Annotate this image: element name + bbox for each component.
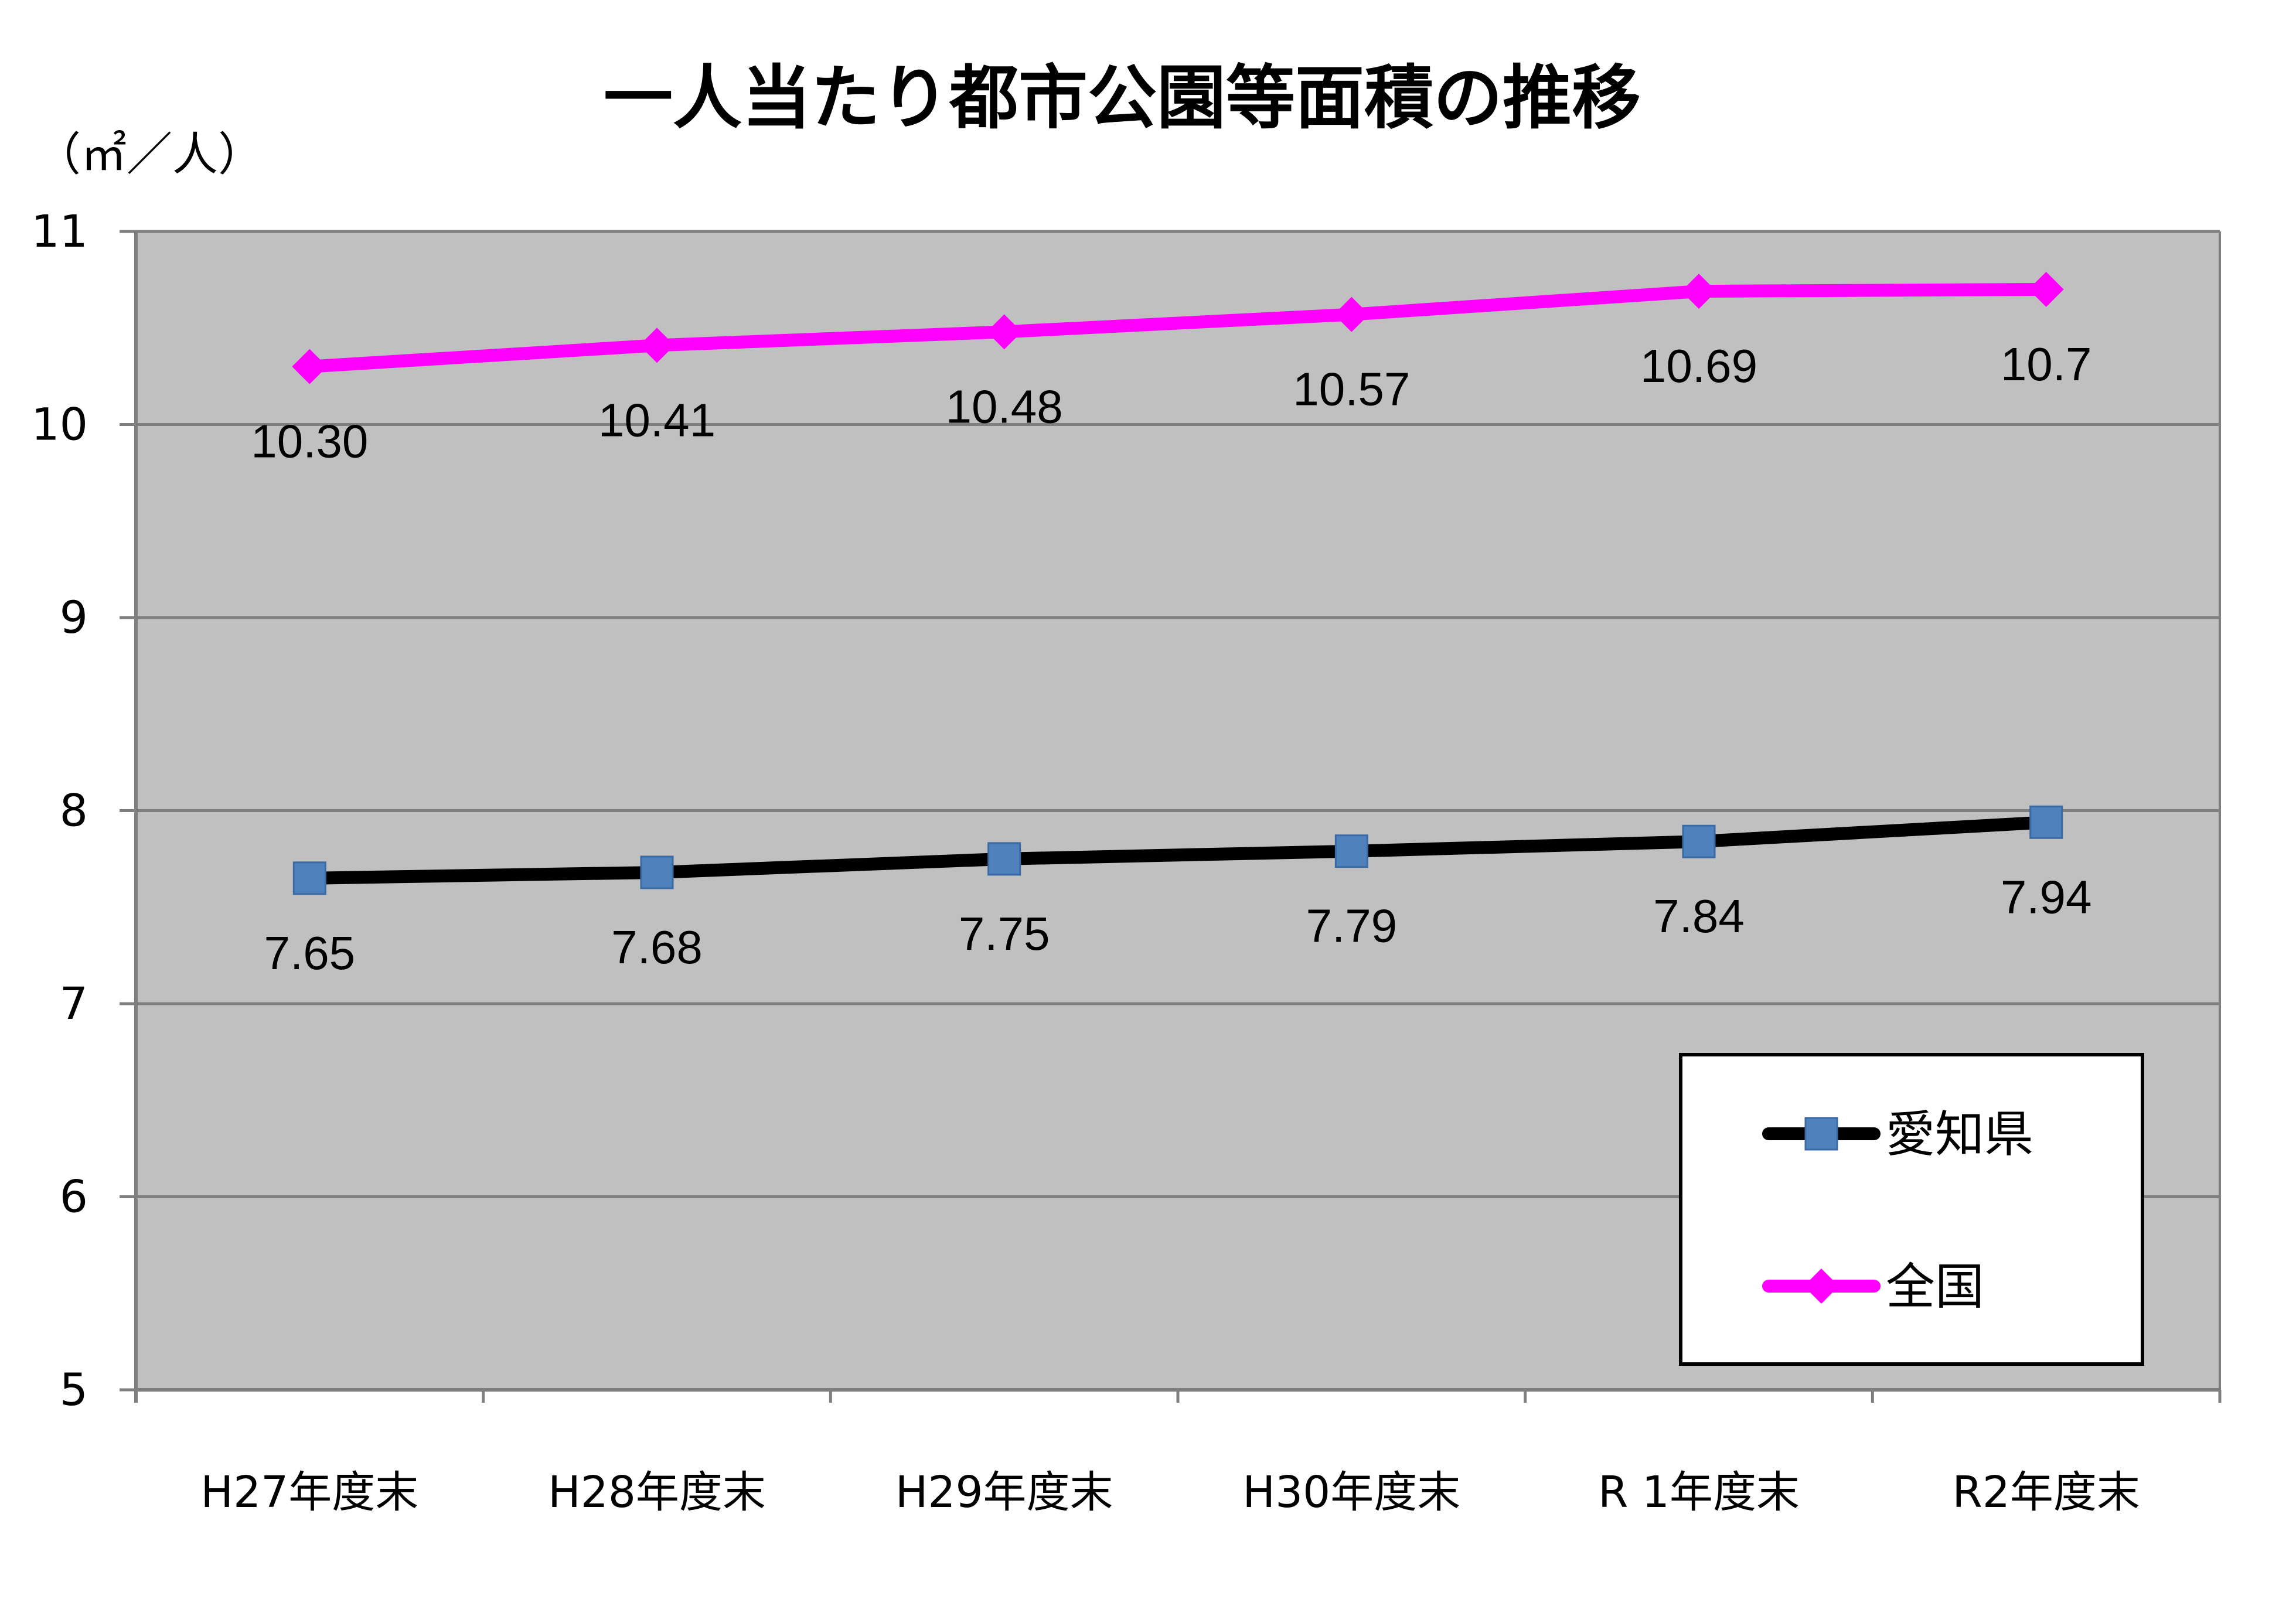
data-point — [292, 861, 326, 895]
series-2: 10.30 10.41 10.48 10.57 10.69 10.7 — [251, 271, 2092, 468]
legend-marker — [1804, 1117, 1838, 1151]
x-tick-label: R 1年度末 — [1598, 1467, 1800, 1518]
series-line — [303, 816, 2053, 885]
legend-box — [1679, 1053, 2144, 1366]
data-label: 10.69 — [1640, 340, 1757, 392]
y-tick-label: 11 — [31, 205, 88, 257]
y-tick-label: 5 — [60, 1363, 88, 1416]
chart-title: 一人当たり都市公園等面積の推移 — [604, 57, 1641, 138]
legend-label: 全国 — [1886, 1258, 1984, 1315]
y-tick-label: 8 — [60, 785, 88, 837]
data-point — [1681, 274, 1716, 309]
data-point — [2028, 271, 2064, 307]
data-point — [640, 855, 674, 889]
x-tick-label: H29年度末 — [895, 1467, 1113, 1518]
data-point — [292, 349, 328, 384]
data-point — [1334, 834, 1368, 868]
data-point — [1334, 296, 1370, 332]
x-tick-label: H27年度末 — [200, 1467, 418, 1518]
y-tick-label: 6 — [60, 1171, 88, 1223]
data-label: 10.7 — [2001, 338, 2092, 390]
y-tick-label: 7 — [60, 977, 88, 1029]
data-label: 10.41 — [598, 394, 716, 446]
legend-label: 愛知県 — [1886, 1106, 2033, 1163]
data-point — [639, 328, 675, 363]
data-label: 10.30 — [251, 415, 368, 468]
data-label: 10.57 — [1293, 363, 1410, 415]
data-label: 7.79 — [1306, 900, 1397, 952]
data-label: 7.68 — [611, 921, 703, 973]
data-label: 7.75 — [959, 908, 1050, 960]
data-point — [986, 314, 1022, 350]
plot-area: 5 6 7 8 9 10 11 H27年度末 H28年度末 H29年度末 H30年度末 R 1年度末 R… — [31, 205, 2222, 1518]
data-label: 7.94 — [2001, 871, 2092, 923]
y-axis-unit-label: （㎡／人） — [35, 128, 264, 181]
x-tick-label: H28年度末 — [548, 1467, 766, 1518]
data-point — [2029, 805, 2063, 839]
x-tick-label: R2年度末 — [1952, 1467, 2140, 1518]
data-point — [987, 842, 1021, 876]
data-label: 7.84 — [1653, 890, 1745, 942]
series-line — [303, 282, 2053, 373]
data-label: 10.48 — [946, 380, 1063, 432]
y-tick-label: 9 — [60, 591, 88, 643]
legend-marker — [1804, 1269, 1839, 1304]
data-point — [1682, 824, 1716, 858]
series-1: 7.65 7.68 7.75 7.79 7.84 7.94 — [264, 805, 2092, 979]
data-label: 7.65 — [264, 927, 355, 979]
y-tick-label: 10 — [31, 398, 88, 451]
x-tick-label: H30年度末 — [1242, 1467, 1460, 1518]
